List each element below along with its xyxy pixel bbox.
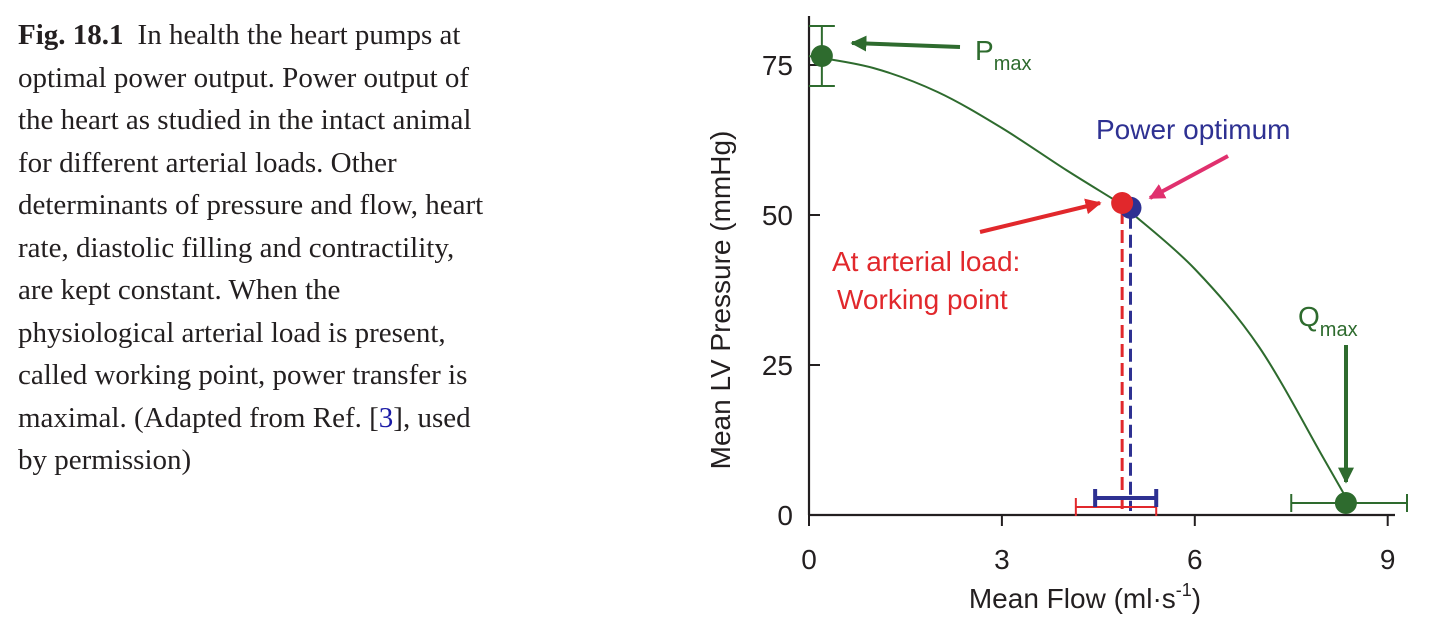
pmax-label: Pmax xyxy=(975,35,1031,75)
power-optimum-label: Power optimum xyxy=(1096,114,1291,145)
working-point-arrow xyxy=(979,198,1102,234)
y-tick-label: 0 xyxy=(777,500,793,531)
working-point-label-line2: Working point xyxy=(837,284,1008,315)
axes: 0 25 50 75 0 3 6 9 xyxy=(762,16,1396,575)
x-tick-label: 3 xyxy=(994,544,1010,575)
power-optimum-arrow xyxy=(1148,154,1229,200)
reference-link[interactable]: 3 xyxy=(378,401,394,434)
y-tick-label: 25 xyxy=(762,350,793,381)
figure-caption: Fig. 18.1 In health the heart pumps at op… xyxy=(18,14,488,482)
x-tick-label: 9 xyxy=(1380,544,1396,575)
x-axis-title: Mean Flow (ml·s-1) xyxy=(969,580,1201,614)
y-tick-label: 75 xyxy=(762,50,793,81)
pmax-point xyxy=(810,45,833,67)
qmax-point xyxy=(1334,492,1357,514)
caption-text: In health the heart pumps at optimal pow… xyxy=(18,19,484,434)
x-tick-label: 6 xyxy=(1187,544,1203,575)
figure-label: Fig. 18.1 xyxy=(18,19,124,51)
working-point-point xyxy=(1111,192,1134,214)
y-axis-title: Mean LV Pressure (mmHg) xyxy=(705,131,736,470)
y-tick-label: 50 xyxy=(762,200,793,231)
working-point-label-line1: At arterial load: xyxy=(832,246,1020,277)
caption-text-end: ], used by permission) xyxy=(18,401,471,477)
x-tick-label: 0 xyxy=(801,544,817,575)
qmax-label: Qmax xyxy=(1298,301,1358,341)
pmax-arrow xyxy=(850,35,961,52)
